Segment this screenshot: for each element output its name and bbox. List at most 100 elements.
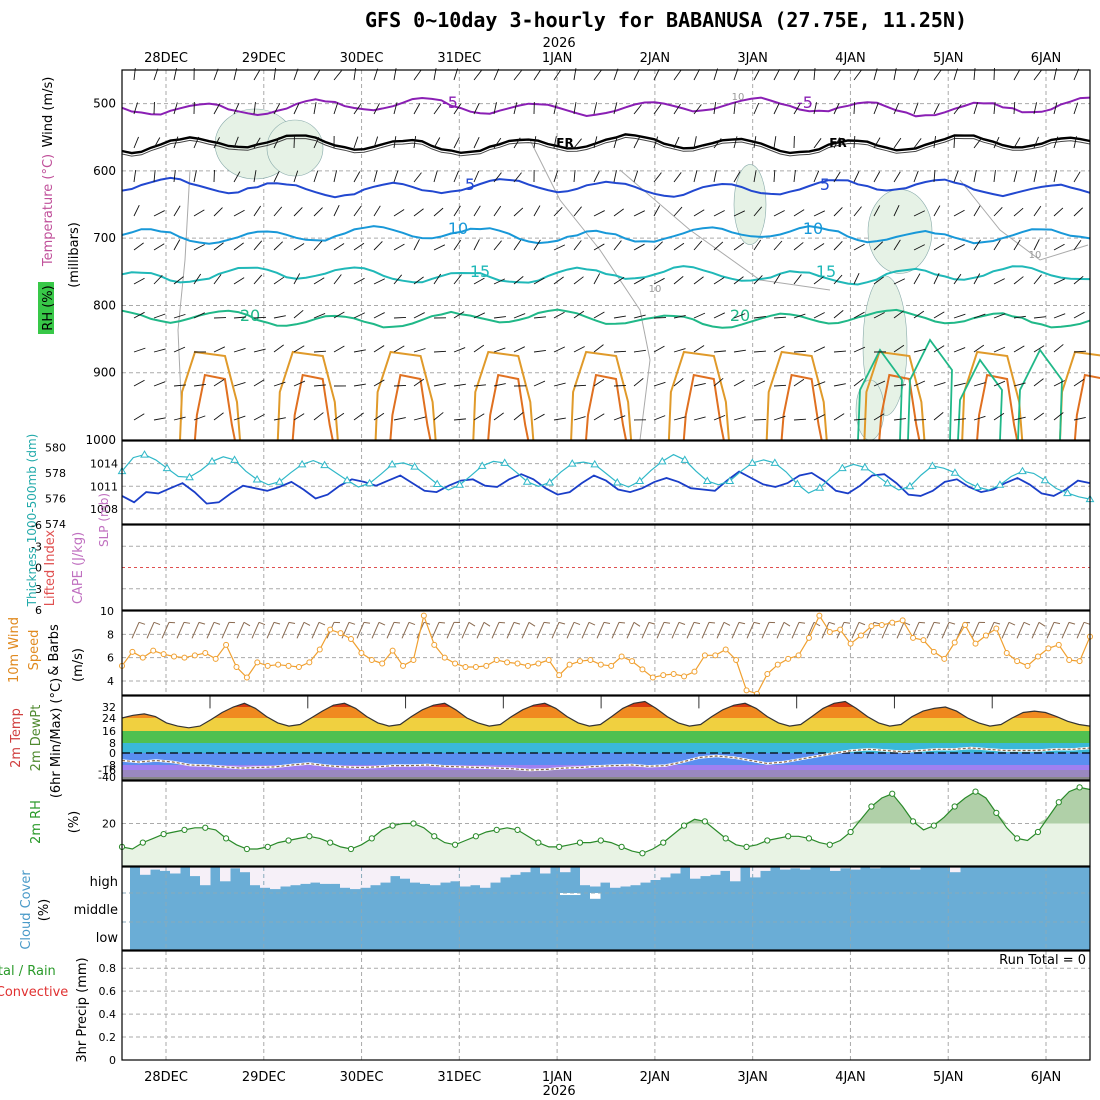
- wind-barb: [593, 311, 605, 319]
- wind-barb: [573, 206, 582, 217]
- warm-contour: [472, 350, 535, 441]
- precip-tick-label: 0.6: [99, 985, 117, 998]
- wind-speed-marker: [785, 655, 792, 662]
- wind-barb: [913, 102, 919, 115]
- date-label-top: 1JAN: [542, 51, 573, 66]
- wind-barb: [633, 349, 646, 353]
- wind-barb: [493, 102, 497, 115]
- surface-wind-barb: [656, 622, 665, 639]
- wind-barb: [533, 277, 545, 285]
- wind-barb: [333, 412, 345, 421]
- wind-barb: [713, 277, 725, 285]
- wind-barb: [193, 244, 205, 251]
- wind-barb: [653, 381, 666, 387]
- surface-wind-barb: [461, 622, 470, 639]
- wind-barb: [873, 205, 881, 217]
- rh-marker: [930, 822, 937, 829]
- wind-barb: [253, 170, 257, 183]
- cloud-high-clear: [470, 867, 481, 886]
- rh-marker: [639, 850, 646, 857]
- wind-speed-marker: [899, 617, 906, 624]
- cloud-high-clear: [330, 867, 341, 884]
- wind-speed-line: [121, 613, 1091, 695]
- precip-axis-label: 3hr Precip (mm): [75, 957, 90, 1062]
- wind-barb: [293, 170, 299, 183]
- surface-wind-barb: [401, 622, 410, 639]
- rh-marker: [243, 845, 251, 853]
- surface-wind-barb: [356, 622, 365, 639]
- wind-speed-marker: [701, 652, 708, 659]
- wind-barb: [193, 209, 205, 217]
- surface-wind-barb: [476, 622, 485, 639]
- cloud-high-clear: [150, 867, 161, 870]
- wind-barb: [773, 384, 787, 387]
- rh-marker: [285, 837, 292, 844]
- wind-barb: [1013, 345, 1025, 353]
- isotherm-line: [121, 265, 1091, 286]
- surface-wind-barb: [611, 622, 620, 639]
- wind-barb: [413, 348, 426, 353]
- wind-barb: [353, 383, 366, 387]
- surface-wind-barb: [798, 621, 806, 624]
- wind-speed-marker: [597, 661, 604, 668]
- rh-tick-label: 20: [102, 818, 116, 831]
- surface-wind-barb: [506, 622, 515, 639]
- cloud-high-clear: [450, 867, 461, 882]
- rh-marker: [264, 843, 271, 850]
- wind-barb: [1033, 170, 1037, 183]
- wind-barb: [173, 239, 181, 251]
- wind-barb: [833, 309, 844, 319]
- warm-contour: [291, 373, 334, 441]
- chart-title: GFS 0~10day 3-hourly for BABANUSA (27.75…: [365, 8, 968, 32]
- wind-barb: [373, 241, 383, 251]
- wind-barb: [493, 316, 506, 319]
- wind-barb: [393, 102, 398, 115]
- rh-contour: [177, 169, 191, 421]
- wind-barb: [353, 171, 361, 183]
- surface-wind-barb: [678, 621, 686, 625]
- wind-barb: [973, 239, 981, 251]
- cloud-high-clear: [690, 867, 701, 879]
- wind-barb: [713, 377, 724, 387]
- wind-barb: [933, 170, 936, 183]
- wind-speed-marker: [556, 672, 563, 679]
- wind-barb: [493, 68, 500, 81]
- cloud-high-clear: [350, 867, 361, 890]
- slp-marker: [702, 476, 712, 484]
- wind-barb: [473, 413, 485, 421]
- wind-barb: [553, 206, 563, 217]
- wind-speed-marker: [1055, 641, 1062, 648]
- wind-barb: [793, 274, 802, 285]
- cloud-high-clear: [520, 867, 531, 873]
- slp-marker: [590, 459, 600, 468]
- wind-barb: [1053, 278, 1066, 285]
- surface-wind-barb: [648, 621, 656, 625]
- cloud-high-clear: [760, 867, 771, 871]
- cloud-high-clear: [320, 867, 331, 884]
- rh-contour: [907, 338, 953, 441]
- wind-barb: [273, 170, 280, 183]
- rh-marker: [389, 822, 396, 829]
- rh-marker: [139, 839, 146, 846]
- surface-wind-barb: [1076, 622, 1085, 639]
- wind-barb: [273, 241, 284, 251]
- surface-wind-barb: [686, 622, 695, 639]
- wind-barb: [933, 243, 945, 251]
- wind-barb: [953, 104, 962, 115]
- wind-barb: [973, 344, 985, 353]
- wind-barb: [693, 136, 697, 149]
- surface-wind-barb: [536, 622, 545, 639]
- wind-barb: [313, 384, 326, 387]
- precip-tick-label: 0: [109, 1054, 116, 1067]
- thickness-tick-label: 576: [45, 492, 66, 505]
- temperature-line: [121, 700, 1091, 729]
- slp-line: [121, 453, 1091, 500]
- li-tick-label: 3: [35, 583, 42, 596]
- surface-wind-barb: [491, 622, 500, 639]
- wind-speed-marker: [930, 648, 937, 655]
- date-label-bottom: 4JAN: [835, 1070, 866, 1085]
- wind-barb: [1073, 350, 1087, 353]
- precip-tick-label: 0.8: [99, 962, 117, 975]
- wind-barb: [953, 418, 966, 421]
- wind-barb: [953, 244, 965, 251]
